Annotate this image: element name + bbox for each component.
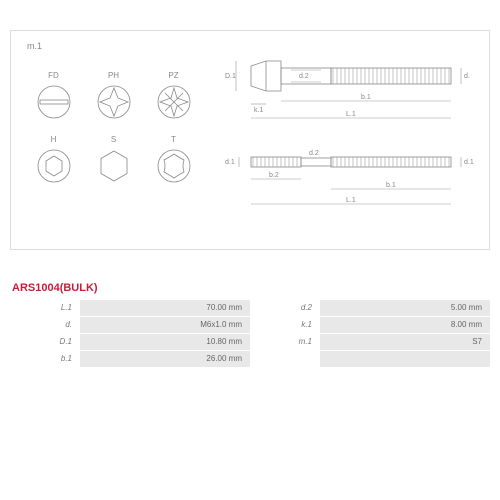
m1-label: m.1 [27, 41, 42, 51]
slot-icon [36, 84, 72, 120]
drive-s: S [91, 135, 136, 184]
drive-pz: PZ [151, 71, 196, 120]
svg-text:d.: d. [464, 73, 470, 80]
svg-text:d.1: d.1 [225, 159, 235, 166]
drive-fd: FD [31, 71, 76, 120]
specifications-table: L.1 70.00 mm d.2 5.00 mm d. M6x1.0 mm k.… [10, 300, 490, 368]
screw-drawings: D.1 d.2 d. b.1 k.1 L.1 d.1 d.2 d.1 b.2 b… [221, 51, 481, 241]
spec-row: b.1 26.00 mm [10, 351, 490, 367]
svg-text:L.1: L.1 [346, 111, 356, 118]
part-number: ARS1004(BULK) [12, 282, 98, 294]
svg-text:D.1: D.1 [225, 73, 236, 80]
svg-text:d.2: d.2 [309, 150, 319, 157]
drive-h: H [31, 135, 76, 184]
svg-text:L.1: L.1 [346, 197, 356, 204]
svg-text:b.1: b.1 [361, 94, 371, 101]
svg-text:k.1: k.1 [254, 107, 263, 114]
torx-icon [156, 148, 192, 184]
drive-types-grid: FD PH PZ H S T [31, 71, 201, 199]
drive-ph: PH [91, 71, 136, 120]
phillips-icon [96, 84, 132, 120]
diagram-container: m.1 FD PH PZ H S [10, 30, 490, 250]
technical-drawings: D.1 d.2 d. b.1 k.1 L.1 d.1 d.2 d.1 b.2 b… [221, 51, 479, 241]
svg-text:b.2: b.2 [269, 172, 279, 179]
pozi-icon [156, 84, 192, 120]
hex-socket-icon [36, 148, 72, 184]
drive-t: T [151, 135, 196, 184]
spec-row: L.1 70.00 mm d.2 5.00 mm [10, 300, 490, 316]
svg-text:d.1: d.1 [464, 159, 474, 166]
spec-row: D.1 10.80 mm m.1 S7 [10, 334, 490, 350]
hex-external-icon [96, 148, 132, 184]
svg-text:d.2: d.2 [299, 73, 309, 80]
spec-row: d. M6x1.0 mm k.1 8.00 mm [10, 317, 490, 333]
svg-text:b.1: b.1 [386, 182, 396, 189]
